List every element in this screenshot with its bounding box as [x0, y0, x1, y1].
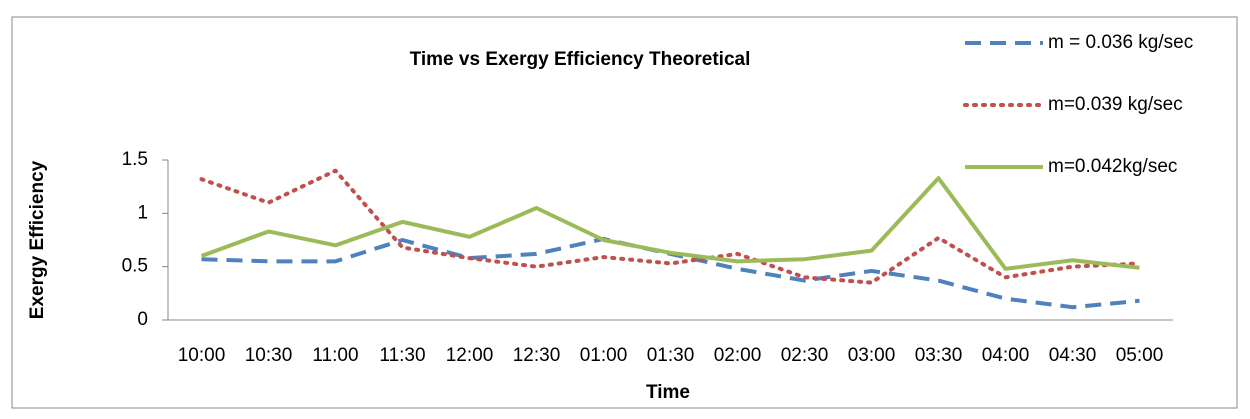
x-tick-label: 02:00	[714, 345, 762, 366]
y-tick-label: 1.5	[122, 149, 148, 170]
x-axis-label: Time	[646, 382, 690, 403]
x-tick-label: 04:30	[1049, 345, 1097, 366]
y-axis-label: Exergy Efficiency	[27, 160, 48, 319]
chart-border	[11, 16, 1238, 409]
y-tick-label: 0	[137, 309, 148, 330]
x-tick-label: 03:00	[848, 345, 896, 366]
x-tick-label: 03:30	[915, 345, 963, 366]
x-tick-label: 12:00	[446, 345, 494, 366]
x-tick-label: 12:30	[513, 345, 561, 366]
x-tick-label: 10:30	[245, 345, 293, 366]
legend-label: m=0.042kg/sec	[1048, 156, 1177, 177]
x-tick-label: 01:00	[580, 345, 628, 366]
x-tick-label: 05:00	[1116, 345, 1164, 366]
x-tick-label: 11:00	[312, 345, 358, 366]
x-tick-label: 04:00	[982, 345, 1030, 366]
chart-title: Time vs Exergy Efficiency Theoretical	[410, 49, 751, 70]
y-tick-label: 1	[137, 202, 148, 223]
x-tick-label: 10:00	[178, 345, 226, 366]
x-tick-label: 02:30	[781, 345, 829, 366]
x-tick-label: 11:30	[379, 345, 425, 366]
x-tick-label: 01:30	[647, 345, 695, 366]
legend-label: m = 0.036 kg/sec	[1048, 32, 1193, 53]
y-tick-label: 0.5	[122, 256, 148, 277]
legend-label: m=0.039 kg/sec	[1048, 94, 1183, 115]
series-line	[200, 176, 1140, 271]
series-line	[199, 168, 1142, 285]
